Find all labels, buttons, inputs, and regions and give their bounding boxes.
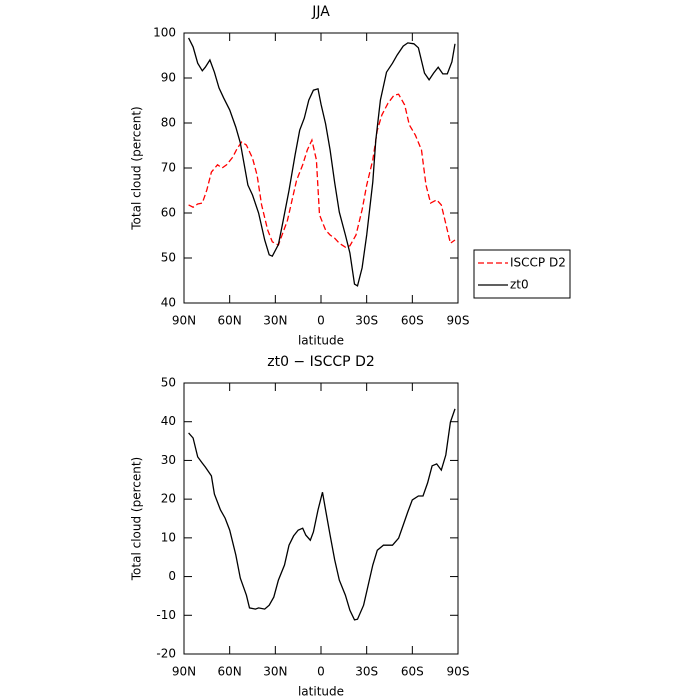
y-tick-label: -10 [156,608,176,622]
x-axis-label: latitude [298,334,344,348]
data-line [188,408,456,621]
plot-frame [183,32,459,304]
y-tick-label: 60 [161,206,176,220]
x-tick-label: 0 [317,665,325,679]
x-tick-label: 90N [172,314,196,328]
chart-title: JJA [311,4,330,20]
x-tick-label: 90N [172,665,196,679]
x-tick-label: 90S [447,665,470,679]
x-tick-label: 0 [317,314,325,328]
x-tick-label: 30N [263,665,287,679]
x-axis-label: latitude [298,685,344,699]
x-tick-label: 60N [218,665,242,679]
x-tick-label: 60N [218,314,242,328]
y-tick-label: 10 [161,530,176,544]
y-tick-label: 40 [161,414,176,428]
y-tick-label: 40 [161,296,176,310]
x-tick-label: 30N [263,314,287,328]
y-tick-label: 80 [161,116,176,130]
y-tick-label: 50 [161,251,176,265]
plot-frame [183,382,459,655]
legend-label: ISCCP D2 [510,256,566,270]
x-tick-label: 60S [401,314,424,328]
x-tick-label: 30S [355,314,378,328]
y-axis-label: Total cloud (percent) [130,106,144,230]
legend-label: zt0 [510,278,529,292]
data-line [188,93,456,248]
data-line [188,37,456,287]
chart-title: zt0 − ISCCP D2 [267,354,375,370]
x-tick-label: 60S [401,665,424,679]
y-tick-label: -20 [156,647,176,661]
legend-box [473,249,571,299]
y-tick-label: 50 [161,376,176,390]
y-tick-label: 20 [161,492,176,506]
x-tick-label: 90S [447,314,470,328]
y-tick-label: 70 [161,161,176,175]
y-tick-label: 90 [161,71,176,85]
y-tick-label: 30 [161,453,176,467]
y-tick-label: 0 [168,569,176,583]
x-tick-label: 30S [355,665,378,679]
y-tick-label: 100 [153,26,176,40]
y-axis-label: Total cloud (percent) [130,457,144,581]
